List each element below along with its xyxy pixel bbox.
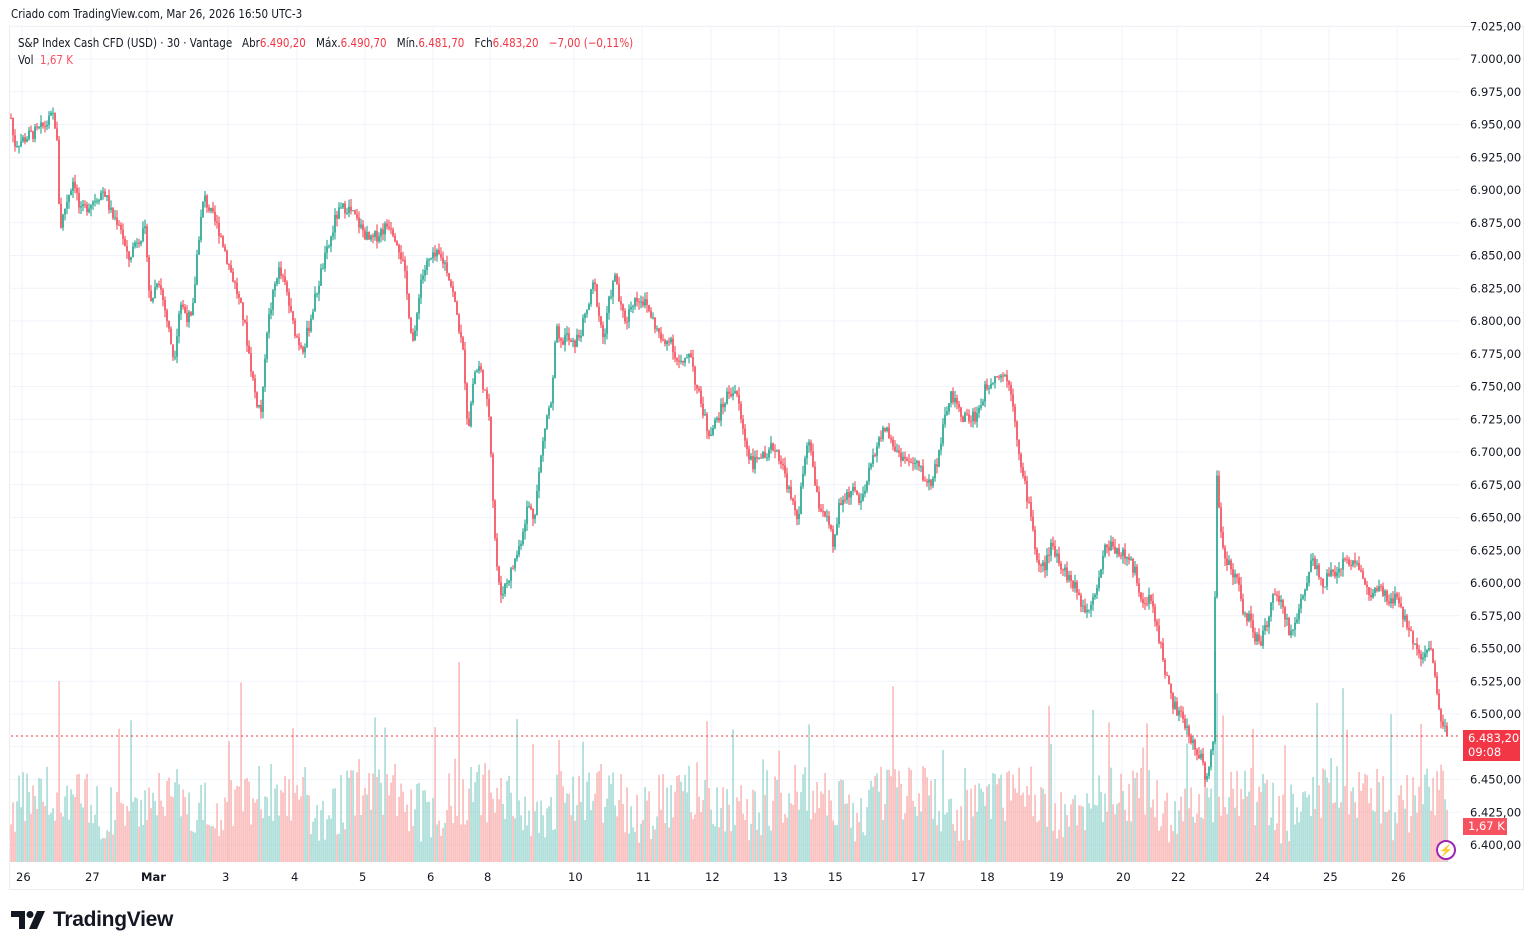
time-axis: 26 27 Mar 3 4 5 6 8 10 11 12 13 15 17 18 19 20 22 24 25 26 (16, 870, 1406, 884)
time-tick-label: 10 (568, 870, 583, 884)
price-tick-label: 6.750,00 (1470, 380, 1521, 394)
time-tick-label: 26 (16, 870, 31, 884)
price-tick-label: 6.825,00 (1470, 281, 1521, 295)
time-tick-label: 17 (911, 870, 926, 884)
chart-grid (10, 25, 1460, 862)
price-tick-label: 6.675,00 (1470, 478, 1521, 492)
price-tick-label: 6.625,00 (1470, 543, 1521, 557)
time-tick-label: Mar (141, 870, 166, 884)
last-price-badge: 6.483,20 09:08 (1463, 730, 1520, 761)
price-tick-label: 7.025,00 (1470, 19, 1521, 33)
time-tick-label: 11 (636, 870, 651, 884)
price-tick-label: 6.700,00 (1470, 445, 1521, 459)
price-tick-label: 6.925,00 (1470, 150, 1521, 164)
time-tick-label: 5 (359, 870, 366, 884)
time-tick-label: 15 (828, 870, 843, 884)
price-tick-label: 6.525,00 (1470, 674, 1521, 688)
price-tick-label: 6.400,00 (1470, 838, 1521, 852)
time-tick-label: 13 (773, 870, 788, 884)
close-label: Fch (474, 36, 493, 50)
high-value: 6.490,70 (340, 36, 387, 50)
tradingview-logo: TradingView (11, 908, 173, 932)
time-tick-label: 6 (427, 870, 434, 884)
open-label: Abr (242, 36, 260, 50)
price-tick-label: 6.575,00 (1470, 609, 1521, 623)
chart-legend: S&P Index Cash CFD (USD) · 30 · Vantage … (18, 35, 640, 69)
symbol-title[interactable]: S&P Index Cash CFD (USD) · 30 · Vantage (18, 36, 233, 50)
ohlc-row: S&P Index Cash CFD (USD) · 30 · Vantage … (18, 35, 640, 52)
price-tick-label: 6.800,00 (1470, 314, 1521, 328)
volume-bars (10, 652, 1448, 862)
open-value: 6.490,20 (259, 36, 306, 50)
volume-row: Vol 1,67 K (18, 52, 640, 69)
price-tick-label: 7.000,00 (1470, 52, 1521, 66)
price-tick-label: 6.600,00 (1470, 576, 1521, 590)
time-tick-label: 4 (291, 870, 298, 884)
close-value: 6.483,20 (492, 36, 539, 50)
high-label: Máx. (316, 36, 341, 50)
tradingview-mark-icon (11, 911, 45, 929)
price-tick-label: 6.850,00 (1470, 249, 1521, 263)
price-tick-label: 6.775,00 (1470, 347, 1521, 361)
change-value: −7,00 (−0,11%) (548, 36, 634, 50)
price-tick-label: 6.975,00 (1470, 85, 1521, 99)
price-axis: 7.025,00 7.000,00 6.975,00 6.950,00 6.925,00… (1470, 19, 1521, 852)
time-tick-label: 22 (1171, 870, 1186, 884)
created-with-header: Criado com TradingView.com, Mar 26, 2026… (11, 7, 303, 21)
tradingview-wordmark: TradingView (53, 908, 174, 931)
low-label: Mín. (396, 36, 419, 50)
low-value: 6.481,70 (418, 36, 465, 50)
price-tick-label: 6.500,00 (1470, 707, 1521, 721)
volume-badge: 1,67 K (1463, 818, 1507, 835)
time-tick-label: 24 (1255, 870, 1270, 884)
time-tick-label: 25 (1323, 870, 1338, 884)
time-tick-label: 27 (85, 870, 100, 884)
price-tick-label: 6.900,00 (1470, 183, 1521, 197)
price-tick-label: 6.875,00 (1470, 216, 1521, 230)
price-tick-label: 6.550,00 (1470, 642, 1521, 656)
time-tick-label: 8 (484, 870, 491, 884)
volume-label[interactable]: Vol (18, 53, 34, 67)
price-tick-label: 6.425,00 (1470, 805, 1521, 819)
price-tick-label: 6.650,00 (1470, 511, 1521, 525)
time-tick-label: 19 (1049, 870, 1064, 884)
time-tick-label: 3 (222, 870, 229, 884)
bar-countdown: 09:08 (1468, 745, 1502, 759)
time-tick-label: 26 (1391, 870, 1406, 884)
price-tick-label: 6.950,00 (1470, 118, 1521, 132)
last-price-value: 6.483,20 (1468, 731, 1520, 745)
candlesticks (10, 107, 1448, 787)
price-tick-label: 6.450,00 (1470, 773, 1521, 787)
lightning-icon[interactable]: ⚡ (1436, 840, 1456, 860)
price-tick-label: 6.725,00 (1470, 412, 1521, 426)
time-tick-label: 18 (980, 870, 995, 884)
time-tick-label: 12 (705, 870, 720, 884)
volume-value: 1,67 K (40, 53, 74, 67)
time-tick-label: 20 (1116, 870, 1131, 884)
